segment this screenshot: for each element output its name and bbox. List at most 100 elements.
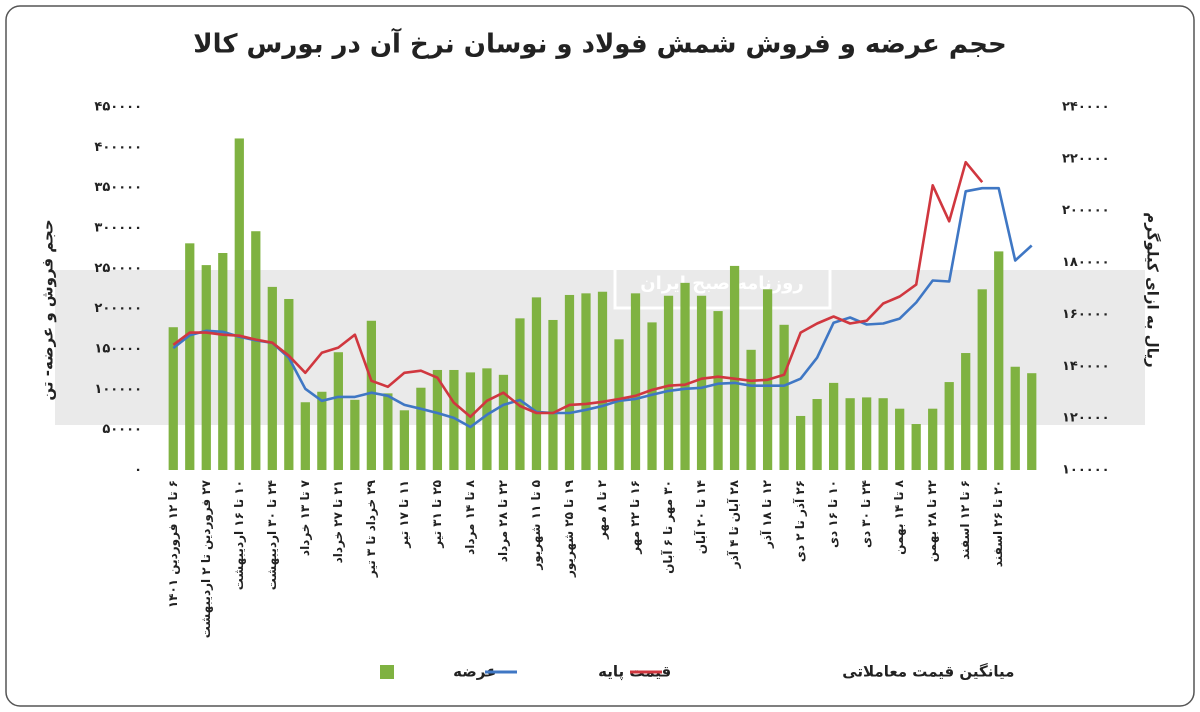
bar <box>317 391 327 470</box>
bar <box>168 327 178 470</box>
bar <box>845 398 855 470</box>
bar <box>663 295 674 470</box>
bar <box>961 353 971 470</box>
bar <box>449 369 459 470</box>
x-tick-label: ۲۹ خرداد تا ۳ تیر <box>364 479 378 578</box>
x-tick-label: ۳۰ مهر تا ۶ آبان <box>660 480 675 574</box>
bar <box>680 282 690 470</box>
bar <box>432 369 443 470</box>
line <box>172 160 984 419</box>
bar <box>895 408 905 470</box>
bar <box>581 293 591 470</box>
bar <box>696 295 707 470</box>
bar <box>944 382 954 470</box>
bar <box>779 324 789 470</box>
watermark: روزنامه صبح ایران <box>640 273 803 294</box>
y-axis-title: حجم فروش و عرضه- تن <box>39 219 57 400</box>
bar <box>251 231 261 470</box>
y-tick-label: ۴۰۰۰۰۰ <box>94 140 142 155</box>
chart-title: حجم عرضه و فروش شمش فولاد و نوسان نرخ آن… <box>193 28 1006 60</box>
bar <box>482 368 492 470</box>
x-tick-label: ۱۹ تا ۲۵ شهریور <box>562 479 577 578</box>
y2-tick-label: ۲۲۰۰۰۰ <box>1062 151 1110 166</box>
bar <box>416 387 426 470</box>
y-tick-label: ۴۵۰۰۰۰ <box>94 100 142 115</box>
x-tick-label: ۱۴ تا ۲۰ آبان <box>693 480 708 554</box>
x-tick-label: ۸ تا ۱۴ مرداد <box>463 479 477 555</box>
legend-swatch <box>380 665 394 679</box>
y-tick-label: ۳۵۰۰۰۰ <box>94 180 142 195</box>
bar <box>548 319 558 470</box>
x-tick-label: ۲۱ تا ۲۷ خرداد <box>331 480 345 563</box>
y2-tick-label: ۲۰۰۰۰۰ <box>1062 203 1110 218</box>
x-tick-label: ۱۰ تا ۱۶ اردیبهشت <box>232 480 246 590</box>
y2-tick-label: ۱۶۰۰۰۰ <box>1062 307 1110 322</box>
legend-label: میانگین قیمت معاملاتی <box>842 663 1014 681</box>
bar <box>465 372 476 470</box>
bar <box>928 408 938 470</box>
x-tick-label: ۲۴ تا ۳۰ دی <box>859 480 873 548</box>
line <box>172 186 1033 429</box>
x-tick-label: ۷ تا ۱۳ خرداد <box>298 479 312 556</box>
y-tick-label: ۳۰۰۰۰۰ <box>94 221 142 236</box>
bar <box>333 352 343 470</box>
bar <box>201 265 211 470</box>
x-tick-label: ۱۲ تا ۱۸ آذر <box>759 479 774 549</box>
y-tick-label: ۱۵۰۰۰۰ <box>94 342 142 357</box>
y-tick-label: ۵۰۰۰۰ <box>102 422 142 437</box>
y2-tick-label: ۱۰۰۰۰۰ <box>1062 463 1110 478</box>
bar <box>234 138 244 470</box>
x-tick-label: ۲۰ تا ۲۶ اسفند <box>991 480 1005 567</box>
y-tick-label: ۲۵۰۰۰۰ <box>94 261 142 276</box>
bar <box>267 286 277 470</box>
bar <box>829 382 839 470</box>
bar <box>531 297 542 470</box>
y2-axis-title: ریال به ازای کیلوگرم <box>1144 212 1162 367</box>
bar <box>630 293 641 470</box>
x-tick-label: ۲۷ فروردین تا ۲ اردیبهشت <box>199 479 214 638</box>
bar <box>994 251 1004 470</box>
x-tick-label: ۶ تا ۱۲ اسفند <box>958 480 972 560</box>
x-tick-label: ۱۶ تا ۲۲ مهر <box>628 480 642 555</box>
bar <box>498 374 509 470</box>
y-tick-label: ۲۰۰۰۰۰ <box>94 301 142 316</box>
bar <box>185 243 195 470</box>
bar <box>300 402 310 470</box>
y-tick-label: ۰ <box>134 463 142 478</box>
bar <box>564 294 575 470</box>
x-tick-label: ۲۵ تا ۳۱ تیر <box>430 480 444 549</box>
bar <box>977 289 987 470</box>
y2-tick-label: ۲۴۰۰۰۰ <box>1062 100 1110 115</box>
bar <box>911 424 921 470</box>
bar <box>1027 373 1037 470</box>
x-tick-label: ۶ تا ۱۲ فروردین ۱۴۰۱ <box>166 480 181 608</box>
bar <box>746 349 756 470</box>
y2-tick-label: ۱۴۰۰۰۰ <box>1062 359 1110 374</box>
x-tick-label: ۲ تا ۸ مهر <box>595 479 609 540</box>
x-tick-label: ۸ تا ۱۴ بهمن <box>892 479 906 554</box>
bar <box>366 320 376 470</box>
bar <box>218 253 228 470</box>
y-tick-label: ۱۰۰۰۰۰ <box>94 382 142 397</box>
y2-tick-label: ۱۲۰۰۰۰ <box>1062 411 1110 426</box>
bar <box>647 322 657 470</box>
x-tick-label: ۲۴ تا ۳۰ اردیبهشت <box>265 480 279 590</box>
bar <box>713 311 723 470</box>
bar <box>795 415 806 470</box>
bar <box>614 339 624 470</box>
x-tick-label: ۵ تا ۱۱ شهریور <box>529 480 544 571</box>
bar <box>862 397 872 470</box>
bar <box>812 399 822 470</box>
x-tick-label: ۲۲ تا ۲۸ بهمن <box>925 479 939 562</box>
bar <box>729 265 740 470</box>
bar <box>597 291 608 470</box>
x-tick-label: ۱۰ تا ۱۶ دی <box>826 480 840 548</box>
bar <box>399 410 410 470</box>
y2-tick-label: ۱۸۰۰۰۰ <box>1062 255 1110 270</box>
bar <box>1010 366 1020 470</box>
bar <box>350 399 360 470</box>
legend-label: عرضه <box>453 663 496 681</box>
x-tick-label: ۲۶ آذر تا ۲ دی <box>792 480 807 562</box>
bar <box>383 393 393 470</box>
